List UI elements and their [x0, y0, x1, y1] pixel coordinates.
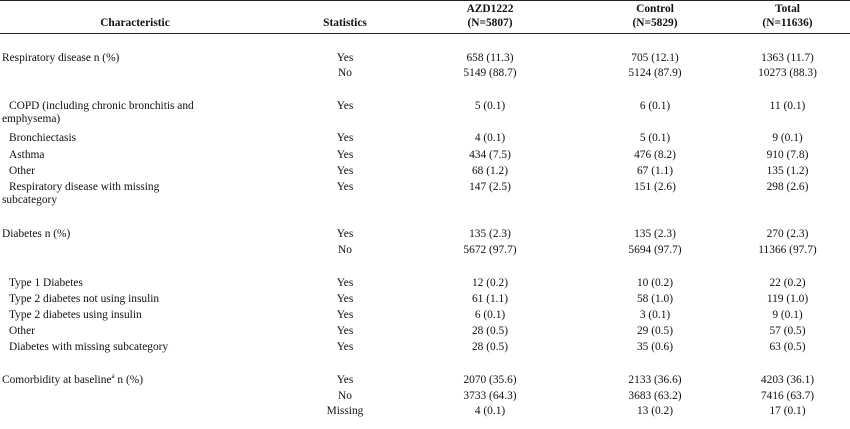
row-label: COPD (including chronic bronchitis and [9, 100, 194, 112]
row-label: Respiratory disease n (%) [2, 52, 120, 64]
cell-azd1222: 68 (1.2) [471, 165, 509, 177]
cell-total: 270 (2.3) [766, 228, 809, 240]
row-label: Type 1 Diabetes [9, 277, 83, 289]
cell-total: 298 (2.6) [766, 181, 809, 193]
row-label: Bronchiectasis [9, 132, 77, 144]
row-label-continued: subcategory [2, 194, 58, 206]
row-label: Type 2 diabetes using insulin [9, 309, 142, 321]
row-label: Other [9, 165, 35, 177]
row-label: Type 2 diabetes not using insulin [9, 293, 160, 305]
cell-total: 11 (0.1) [769, 100, 806, 112]
row-statistic: Missing [326, 405, 364, 417]
row-label: Diabetes n (%) [2, 228, 71, 240]
row-statistic: Yes [336, 341, 354, 353]
row-label: Other [9, 325, 35, 337]
cell-control: 151 (2.6) [634, 181, 676, 193]
cell-total: 10273 (88.3) [758, 67, 817, 79]
row-statistic: No [338, 390, 352, 402]
header-azd-name: AZD1222 [466, 3, 514, 15]
cell-total: 9 (0.1) [772, 309, 803, 321]
header-total-name: Total [775, 3, 800, 15]
cell-azd1222: 12 (0.2) [471, 277, 509, 289]
cell-control: 2133 (36.6) [628, 374, 682, 386]
cell-total: 11366 (97.7) [758, 244, 817, 256]
cell-azd1222: 3733 (64.3) [463, 390, 517, 402]
row-label: Diabetes with missing subcategory [9, 341, 169, 353]
cell-total: 910 (7.8) [766, 149, 809, 161]
cell-control: 29 (0.5) [636, 325, 674, 337]
row-statistic: Yes [336, 165, 354, 177]
cell-control: 13 (0.2) [636, 405, 674, 417]
cell-control: 705 (12.1) [631, 52, 679, 64]
cell-control: 35 (0.6) [636, 341, 674, 353]
row-statistic: Yes [336, 132, 354, 144]
row-statistic: Yes [336, 52, 354, 64]
cell-control: 5694 (97.7) [628, 244, 682, 256]
cell-total: 22 (0.2) [769, 277, 806, 289]
header-control-n: (N=5829) [632, 17, 678, 29]
row-statistic: Yes [336, 149, 354, 161]
cell-total: 7416 (63.7) [760, 390, 815, 402]
cell-total: 9 (0.1) [772, 132, 803, 144]
cell-azd1222: 28 (0.5) [471, 325, 509, 337]
header-rule [0, 33, 850, 34]
cell-control: 5 (0.1) [639, 132, 671, 144]
cell-control: 3683 (63.2) [628, 390, 682, 402]
cell-control: 10 (0.2) [636, 277, 674, 289]
cell-total: 57 (0.5) [769, 325, 806, 337]
header-statistics: Statistics [323, 17, 367, 29]
cell-control: 67 (1.1) [636, 165, 674, 177]
row-label: Comorbidity at baselinea n (%) [2, 372, 144, 386]
header-control-name: Control [636, 3, 674, 15]
cell-total: 135 (1.2) [766, 165, 809, 177]
row-statistic: No [338, 244, 352, 256]
cell-azd1222: 147 (2.5) [469, 181, 511, 193]
cell-azd1222: 2070 (35.6) [463, 374, 517, 386]
row-statistic: Yes [336, 277, 354, 289]
cell-control: 58 (1.0) [636, 293, 674, 305]
cell-total: 17 (0.1) [769, 405, 806, 417]
cell-total: 63 (0.5) [769, 341, 806, 353]
row-statistic: No [338, 67, 352, 79]
cell-azd1222: 4 (0.1) [474, 132, 506, 144]
cell-total: 1363 (11.7) [761, 52, 814, 64]
row-statistic: Yes [336, 181, 354, 193]
cell-total: 119 (1.0) [766, 293, 809, 305]
cell-azd1222: 61 (1.1) [471, 293, 509, 305]
row-statistic: Yes [336, 228, 354, 240]
footnote-marker: a [111, 372, 115, 381]
cell-azd1222: 434 (7.5) [469, 149, 511, 161]
header-azd-n: (N=5807) [467, 17, 513, 29]
row-statistic: Yes [336, 374, 354, 386]
cell-azd1222: 5672 (97.7) [463, 244, 517, 256]
top-rule [0, 0, 850, 1]
cell-control: 5124 (87.9) [628, 67, 682, 79]
row-label-continued: emphysema) [2, 113, 61, 125]
cell-azd1222: 5149 (88.7) [463, 67, 517, 79]
cell-control: 476 (8.2) [634, 149, 676, 161]
cell-azd1222: 6 (0.1) [474, 309, 506, 321]
cell-azd1222: 135 (2.3) [469, 228, 511, 240]
cell-total: 4203 (36.1) [760, 374, 815, 386]
cell-control: 3 (0.1) [639, 309, 671, 321]
row-statistic: Yes [336, 100, 354, 112]
row-label: Asthma [9, 149, 45, 161]
cell-azd1222: 28 (0.5) [471, 341, 509, 353]
cell-azd1222: 5 (0.1) [474, 100, 506, 112]
header-total-n: (N=11636) [762, 17, 813, 29]
cell-azd1222: 4 (0.1) [474, 405, 506, 417]
cell-control: 135 (2.3) [634, 228, 676, 240]
cell-azd1222: 658 (11.3) [466, 52, 514, 64]
row-statistic: Yes [336, 293, 354, 305]
row-label: Respiratory disease with missing [9, 181, 160, 193]
row-statistic: Yes [336, 325, 354, 337]
header-characteristic: Characteristic [100, 17, 170, 29]
cell-control: 6 (0.1) [639, 100, 671, 112]
row-statistic: Yes [336, 309, 354, 321]
